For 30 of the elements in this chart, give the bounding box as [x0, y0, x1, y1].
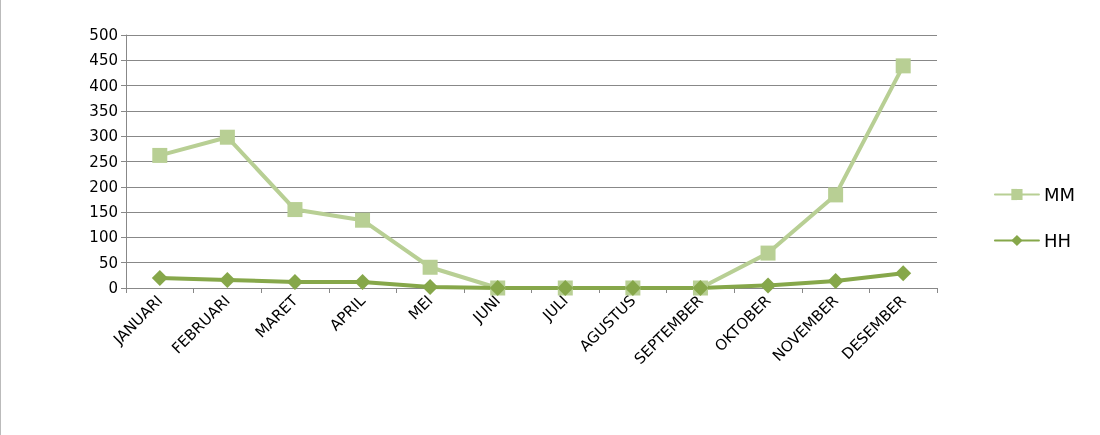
y-tick-label: 150 [89, 203, 118, 222]
y-tick-label: 300 [89, 127, 118, 146]
point [895, 265, 912, 282]
legend-label: MM [1043, 184, 1075, 205]
y-tick-label: 100 [89, 228, 118, 247]
y-tick-label: 450 [89, 51, 118, 70]
point [895, 58, 911, 74]
point [286, 273, 303, 290]
point [151, 269, 168, 286]
point [219, 129, 235, 145]
point [152, 147, 168, 163]
point [354, 273, 371, 290]
point [219, 271, 236, 288]
x-tick-label: MEI [404, 291, 437, 324]
y-tick-label: 500 [89, 26, 118, 44]
y-tick-label: 200 [89, 177, 118, 196]
point [422, 259, 438, 275]
point [828, 187, 844, 203]
y-tick-label: 50 [98, 253, 118, 272]
point [760, 245, 776, 261]
legend-label: HH [1043, 230, 1072, 251]
point [760, 277, 777, 294]
y-tick-label: 350 [89, 101, 118, 120]
point [827, 272, 844, 289]
point [355, 212, 371, 228]
point [422, 278, 439, 295]
y-tick-label: 0 [108, 279, 118, 297]
point [287, 202, 303, 218]
y-tick-label: 400 [89, 76, 118, 95]
y-tick-label: 250 [89, 152, 118, 171]
